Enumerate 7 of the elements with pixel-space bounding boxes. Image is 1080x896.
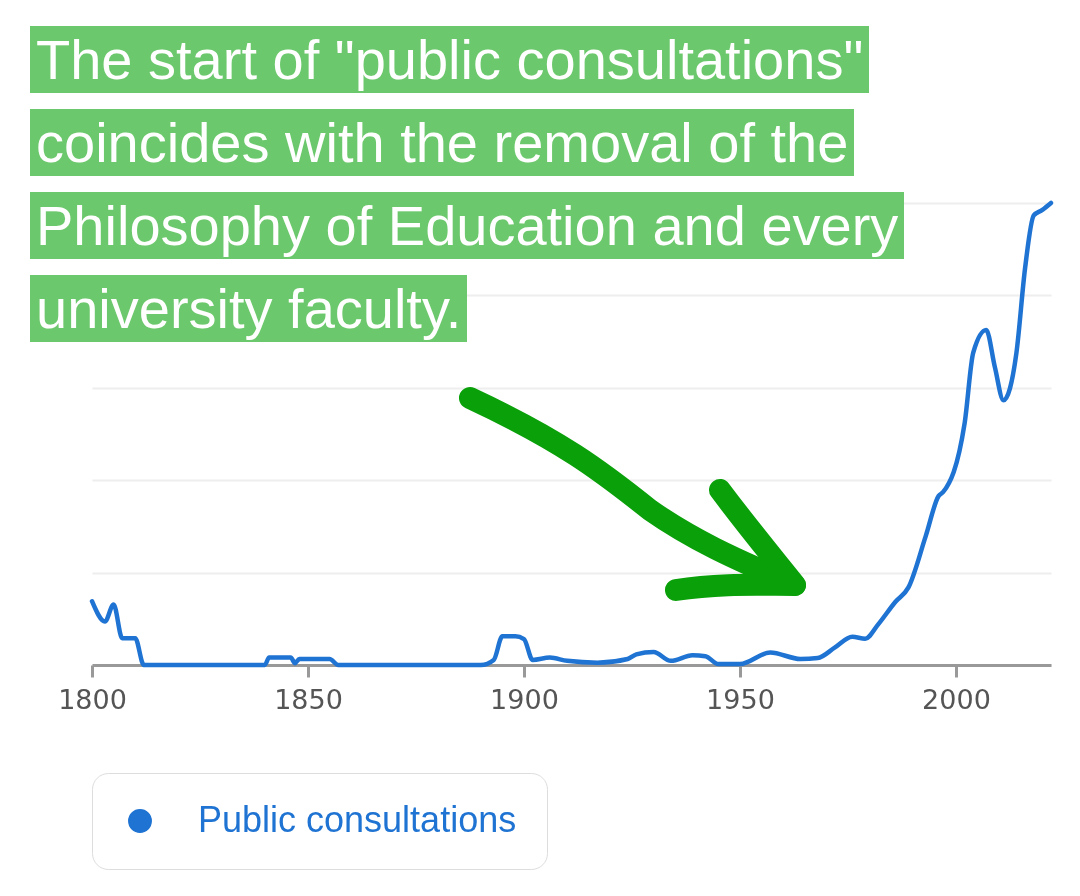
x-tick-label: 1900 [490,683,559,715]
legend-label: Public consultations [198,799,517,840]
x-tick-label: 1950 [706,683,775,715]
x-tick-label: 1850 [274,683,343,715]
x-tick-label: 1800 [58,683,127,715]
x-tick-label: 2000 [922,683,991,715]
annotation: The start of "public consultations" coincides with the removal of the Philosophy of Education and every university faculty. [30,26,905,342]
